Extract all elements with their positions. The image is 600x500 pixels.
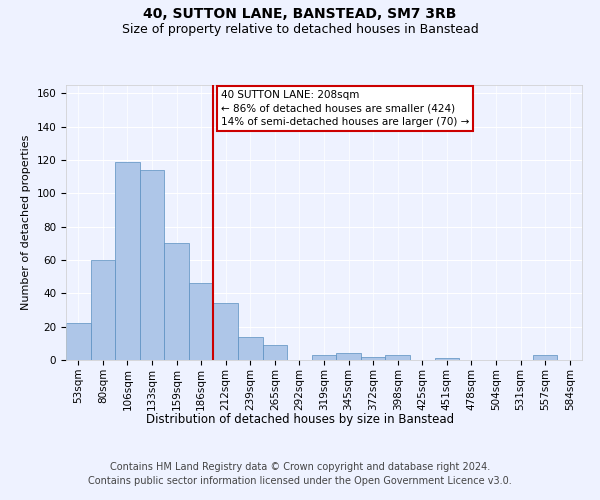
Bar xyxy=(164,244,189,360)
Bar xyxy=(91,260,115,360)
Bar xyxy=(214,304,238,360)
Text: Contains public sector information licensed under the Open Government Licence v3: Contains public sector information licen… xyxy=(88,476,512,486)
Text: 40 SUTTON LANE: 208sqm
← 86% of detached houses are smaller (424)
14% of semi-de: 40 SUTTON LANE: 208sqm ← 86% of detached… xyxy=(221,90,469,127)
Text: Contains HM Land Registry data © Crown copyright and database right 2024.: Contains HM Land Registry data © Crown c… xyxy=(110,462,490,472)
Bar xyxy=(238,336,263,360)
Bar xyxy=(115,162,140,360)
Bar xyxy=(385,355,410,360)
Text: Distribution of detached houses by size in Banstead: Distribution of detached houses by size … xyxy=(146,412,454,426)
Y-axis label: Number of detached properties: Number of detached properties xyxy=(21,135,31,310)
Text: Size of property relative to detached houses in Banstead: Size of property relative to detached ho… xyxy=(122,22,478,36)
Bar xyxy=(434,358,459,360)
Bar xyxy=(140,170,164,360)
Bar xyxy=(361,356,385,360)
Bar xyxy=(263,345,287,360)
Bar xyxy=(189,284,214,360)
Bar xyxy=(312,355,336,360)
Text: 40, SUTTON LANE, BANSTEAD, SM7 3RB: 40, SUTTON LANE, BANSTEAD, SM7 3RB xyxy=(143,8,457,22)
Bar xyxy=(66,324,91,360)
Bar xyxy=(533,355,557,360)
Bar xyxy=(336,354,361,360)
